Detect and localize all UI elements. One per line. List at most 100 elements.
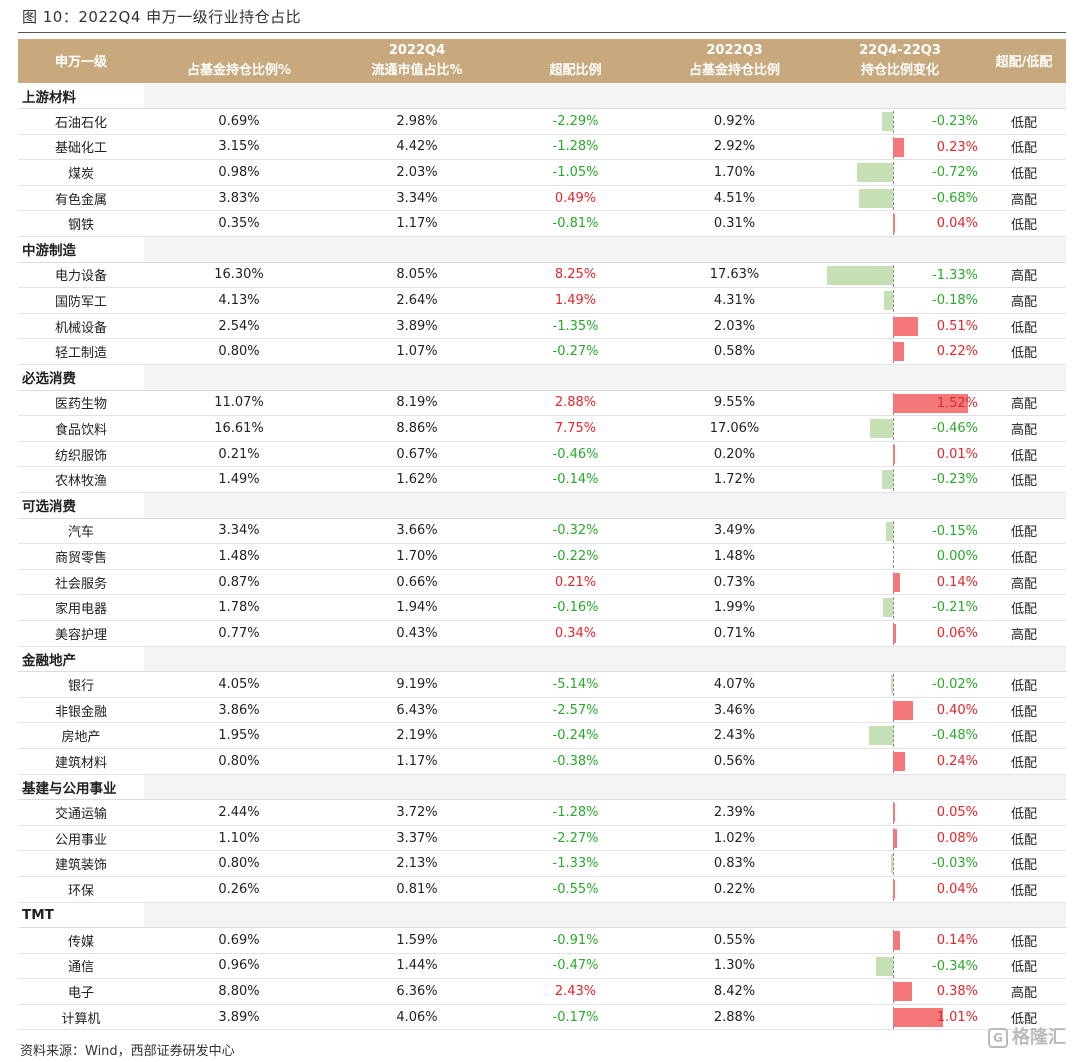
change-value: 1.52%: [936, 395, 978, 411]
group-empty-cell: [500, 902, 651, 929]
change-cell: 0.04%: [818, 876, 982, 903]
group-empty-cell: [334, 236, 500, 263]
industry-name: 环保: [18, 876, 144, 903]
q4-float-share: 2.03%: [334, 159, 500, 186]
change-value: 0.40%: [936, 702, 978, 718]
zero-line: [893, 162, 894, 185]
change-value: -0.23%: [932, 472, 978, 488]
industry-name: 钢铁: [18, 210, 144, 238]
change-bar: [827, 265, 893, 285]
group-label: 必选消费: [18, 364, 144, 391]
q3-fund-share: 0.20%: [651, 441, 818, 468]
overweight-ratio: -0.27%: [500, 338, 651, 366]
group-row: 中游制造: [18, 236, 1066, 263]
change-value: -0.72%: [932, 165, 978, 181]
q4-fund-share: 8.80%: [144, 978, 334, 1005]
change-cell: 0.51%: [818, 313, 982, 340]
change-cell: 0.08%: [818, 825, 982, 852]
zero-line: [893, 674, 894, 697]
table-row: 美容护理 0.77% 0.43% 0.34% 0.71% 0.06% 高配: [18, 620, 1066, 647]
group-empty-cell: [982, 492, 1066, 519]
q3-fund-share: 0.56%: [651, 748, 818, 775]
group-empty-cell: [144, 236, 334, 263]
rating-label: 低配: [982, 159, 1066, 186]
change-cell: 0.40%: [818, 697, 982, 724]
overweight-ratio: -0.46%: [500, 441, 651, 468]
table-row: 钢铁 0.35% 1.17% -0.81% 0.31% 0.04% 低配: [18, 210, 1066, 238]
industry-name: 机械设备: [18, 313, 144, 340]
q4-float-share: 8.05%: [334, 262, 500, 289]
watermark-logo-icon: G: [988, 1028, 1008, 1048]
q4-fund-share: 3.89%: [144, 1004, 334, 1031]
overweight-ratio: -1.35%: [500, 313, 651, 340]
industry-name: 煤炭: [18, 159, 144, 186]
rating-label: 低配: [982, 876, 1066, 903]
industry-name: 纺织服饰: [18, 441, 144, 468]
table-row: 房地产 1.95% 2.19% -0.24% 2.43% -0.48% 低配: [18, 722, 1066, 749]
change-cell: -0.46%: [818, 415, 982, 442]
table-row: 计算机 3.89% 4.06% -0.17% 2.88% 1.01% 低配: [18, 1004, 1066, 1031]
q3-fund-share: 17.63%: [651, 262, 818, 289]
industry-name: 商贸零售: [18, 543, 144, 570]
table-row: 非银金融 3.86% 6.43% -2.57% 3.46% 0.40% 低配: [18, 697, 1066, 724]
group-label: TMT: [18, 902, 144, 929]
header-q3-group: 2022Q3: [651, 39, 818, 59]
q3-fund-share: 0.73%: [651, 569, 818, 596]
q4-fund-share: 3.83%: [144, 185, 334, 212]
table-row: 环保 0.26% 0.81% -0.55% 0.22% 0.04% 低配: [18, 876, 1066, 903]
table-row: 国防军工 4.13% 2.64% 1.49% 4.31% -0.18% 高配: [18, 287, 1066, 314]
q4-float-share: 0.43%: [334, 620, 500, 647]
table-row: 建筑装饰 0.80% 2.13% -1.33% 0.83% -0.03% 低配: [18, 850, 1066, 877]
q4-fund-share: 1.49%: [144, 466, 334, 493]
change-value: -0.03%: [932, 856, 978, 872]
change-bar: [857, 163, 893, 183]
change-bar: [893, 214, 895, 234]
change-cell: 0.24%: [818, 748, 982, 775]
overweight-ratio: 7.75%: [500, 415, 651, 442]
change-value: -0.34%: [932, 958, 978, 974]
q4-fund-share: 4.13%: [144, 287, 334, 314]
table-row: 基础化工 3.15% 4.42% -1.28% 2.92% 0.23% 低配: [18, 134, 1066, 161]
overweight-ratio: 0.49%: [500, 185, 651, 212]
overweight-ratio: -0.32%: [500, 518, 651, 545]
change-value: 0.14%: [936, 574, 978, 590]
industry-name: 传媒: [18, 927, 144, 954]
rating-label: 高配: [982, 415, 1066, 442]
q4-float-share: 1.07%: [334, 338, 500, 366]
change-cell: 0.01%: [818, 441, 982, 468]
watermark: G 格隆汇: [988, 1023, 1066, 1049]
header-q4-float-share: 流通市值占比%: [334, 59, 500, 83]
group-empty-cell: [500, 492, 651, 519]
header-q4-overweight: 超配比例: [500, 59, 651, 83]
table-row: 煤炭 0.98% 2.03% -1.05% 1.70% -0.72% 低配: [18, 159, 1066, 186]
rating-label: 低配: [982, 825, 1066, 852]
overweight-ratio: 0.34%: [500, 620, 651, 647]
change-cell: 0.00%: [818, 543, 982, 570]
q4-fund-share: 11.07%: [144, 390, 334, 417]
change-value: 0.04%: [936, 881, 978, 897]
rating-label: 低配: [982, 313, 1066, 340]
q3-fund-share: 3.46%: [651, 697, 818, 724]
q4-float-share: 4.06%: [334, 1004, 500, 1031]
change-bar: [893, 137, 905, 157]
rating-label: 低配: [982, 466, 1066, 493]
change-cell: 0.06%: [818, 620, 982, 647]
q4-fund-share: 4.05%: [144, 671, 334, 698]
group-row: 必选消费: [18, 364, 1066, 391]
change-value: 0.05%: [936, 805, 978, 821]
rating-label: 低配: [982, 697, 1066, 724]
header-q4-fund-share: 占基金持仓比例%: [144, 59, 334, 83]
q4-fund-share: 0.98%: [144, 159, 334, 186]
q4-fund-share: 0.35%: [144, 210, 334, 238]
overweight-ratio: -1.28%: [500, 799, 651, 826]
rating-label: 高配: [982, 185, 1066, 212]
change-bar: [893, 828, 897, 848]
q3-fund-share: 2.03%: [651, 313, 818, 340]
change-value: -0.02%: [932, 677, 978, 693]
q4-float-share: 3.66%: [334, 518, 500, 545]
change-bar: [893, 444, 895, 464]
group-row: 基建与公用事业: [18, 774, 1066, 801]
overweight-ratio: -0.47%: [500, 953, 651, 980]
zero-line: [893, 469, 894, 492]
rating-label: 低配: [982, 671, 1066, 698]
